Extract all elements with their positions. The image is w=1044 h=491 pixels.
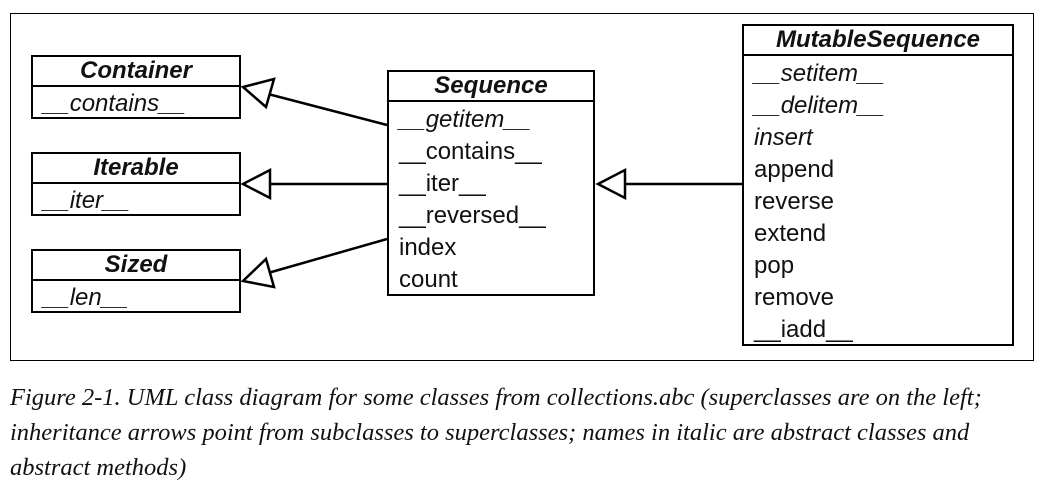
member-extend: extend (754, 220, 827, 247)
class-name-mutable-sequence: MutableSequence (744, 26, 1012, 56)
member-getitem: __getitem__ (399, 106, 532, 133)
member-append: append (754, 156, 835, 183)
class-mutable-sequence: MutableSequence __setitem__ __delitem__ … (742, 24, 1014, 346)
members-iterable: __iter__ (33, 184, 239, 218)
class-name-iterable: Iterable (33, 154, 239, 184)
class-name-sized: Sized (33, 251, 239, 281)
class-name-sequence: Sequence (389, 72, 593, 102)
member-len: __len__ (43, 284, 129, 311)
member-iadd: __iadd__ (754, 316, 853, 343)
member-count: count (399, 266, 458, 293)
member-reversed: __reversed__ (399, 202, 546, 229)
class-container: Container __contains__ (31, 55, 241, 119)
members-sequence: __getitem__ __contains__ __iter__ __reve… (389, 102, 593, 298)
class-iterable: Iterable __iter__ (31, 152, 241, 216)
members-mutable-sequence: __setitem__ __delitem__ insert append re… (744, 56, 1012, 348)
members-sized: __len__ (33, 281, 239, 315)
member-pop: pop (754, 252, 795, 279)
member-setitem: __setitem__ (754, 60, 885, 87)
members-container: __contains__ (33, 87, 239, 121)
member-contains: __contains__ (43, 90, 186, 117)
class-name-container: Container (33, 57, 239, 87)
member-index: index (399, 234, 457, 261)
member-contains: __contains__ (399, 138, 542, 165)
member-delitem: __delitem__ (754, 92, 885, 119)
member-insert: insert (754, 124, 813, 151)
member-remove: remove (754, 284, 835, 311)
member-iter: __iter__ (399, 170, 486, 197)
class-sequence: Sequence __getitem__ __contains__ __iter… (387, 70, 595, 296)
member-iter: __iter__ (43, 187, 130, 214)
figure-caption: Figure 2-1. UML class diagram for some c… (10, 384, 982, 481)
member-reverse: reverse (754, 188, 835, 215)
class-sized: Sized __len__ (31, 249, 241, 313)
